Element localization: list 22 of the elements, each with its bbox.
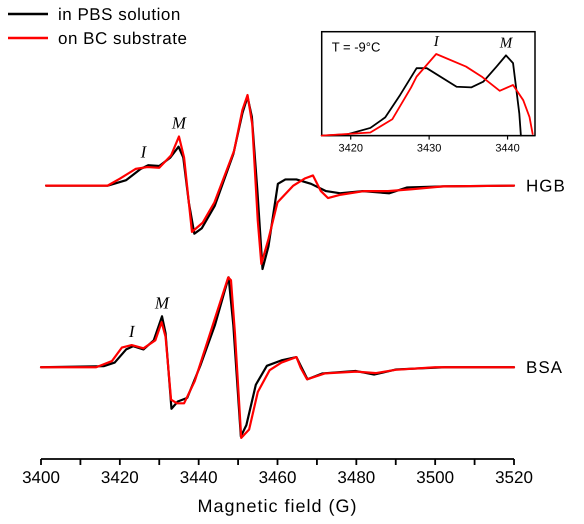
x-tick-label: 3420	[338, 142, 363, 154]
x-tick-label: 3480	[337, 468, 376, 488]
annotation: BSA	[526, 358, 564, 378]
x-tick-label: 3420	[100, 468, 139, 488]
x-tick-label: 3400	[22, 468, 60, 488]
annotation: HGB	[526, 176, 566, 196]
x-tick-label: 3460	[258, 468, 296, 488]
annotation: M	[498, 35, 514, 52]
legend-label: in PBS solution	[58, 4, 181, 24]
x-tick-label: 3500	[416, 468, 454, 488]
legend-label: on BC substrate	[58, 28, 188, 48]
x-tick-label: 3440	[180, 468, 218, 488]
annotation: M	[170, 113, 187, 132]
annotation: I	[128, 322, 136, 342]
annotation: M	[154, 293, 170, 312]
x-axis-title: Magnetic field (G)	[197, 496, 358, 516]
x-tick-label: 3440	[495, 142, 520, 154]
x-tick-label: 3430	[416, 142, 442, 154]
annotation: T = -9°C	[332, 40, 380, 55]
annotation: I	[140, 142, 148, 162]
annotation: I	[432, 34, 440, 50]
x-tick-label: 3520	[495, 468, 533, 488]
